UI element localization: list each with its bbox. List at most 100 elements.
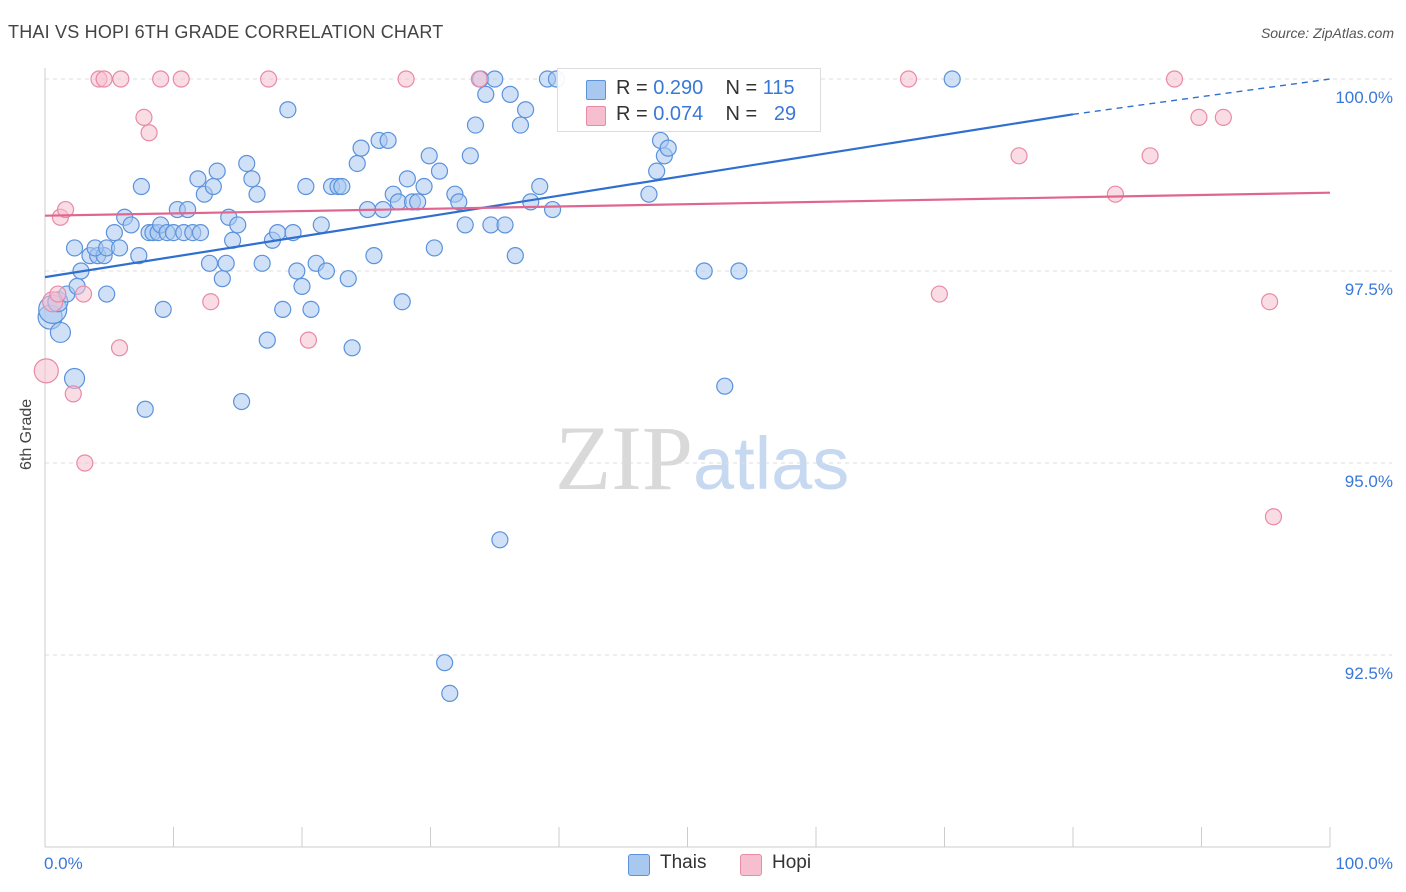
thais-point <box>343 339 361 357</box>
thais-point <box>430 162 449 180</box>
hopi-point <box>1214 108 1232 127</box>
thais-point <box>105 224 123 242</box>
thais-point <box>217 254 235 272</box>
points-layer <box>33 70 1283 703</box>
hopi-legend-label: Hopi <box>772 852 812 873</box>
thais-point <box>477 85 495 103</box>
legend-hopi-n-label: N = <box>725 103 763 125</box>
hopi-point <box>1106 185 1125 203</box>
hopi-point <box>1190 108 1208 127</box>
thais-point <box>716 377 734 395</box>
thais-point <box>436 654 454 672</box>
x-tick-label: 0.0% <box>44 854 83 873</box>
hopi-point <box>299 331 318 349</box>
thais-point <box>486 70 504 88</box>
hopi-point <box>1264 508 1283 526</box>
chart-title: THAI VS HOPI 6TH GRADE CORRELATION CHART <box>8 22 444 42</box>
thais-point <box>293 277 311 295</box>
thais-point <box>204 177 222 196</box>
hopi-swatch <box>586 106 606 126</box>
thais-point <box>425 239 443 257</box>
hopi-point <box>110 339 129 357</box>
thais-point <box>258 331 276 349</box>
hopi-point <box>930 285 948 303</box>
thais-point <box>398 170 416 188</box>
thais-point <box>659 139 677 157</box>
hopi-legend-swatch <box>740 854 762 876</box>
thais-point <box>415 177 433 196</box>
hopi-point <box>1261 293 1279 311</box>
thais-point <box>640 185 658 203</box>
thais-point <box>461 147 479 165</box>
thais-point <box>49 321 72 344</box>
thais-point <box>730 262 748 280</box>
thais-swatch <box>586 80 606 100</box>
thais-point <box>339 270 357 288</box>
thais-trend-line <box>44 113 1074 279</box>
thais-point <box>943 70 961 88</box>
hopi-point <box>112 70 130 88</box>
thais-point <box>496 216 514 234</box>
y-tick-label: 95.0% <box>1345 472 1393 491</box>
legend-thais-r-value: 0.290 <box>653 77 704 99</box>
thais-point <box>543 200 562 219</box>
hopi-trend-line <box>44 191 1331 217</box>
thais-point <box>191 224 210 242</box>
hopi-point <box>1165 70 1184 88</box>
thais-point <box>466 116 485 134</box>
legend-hopi-r-label: R = <box>616 103 654 125</box>
thais-point <box>268 224 287 242</box>
y-tick-label: 92.5% <box>1345 664 1393 683</box>
thais-point <box>365 247 383 265</box>
legend-thais-text: R = 0.290 N = 115 <box>616 77 795 100</box>
thais-point <box>154 300 172 318</box>
hopi-point <box>397 70 415 88</box>
hopi-point <box>202 293 220 311</box>
legend-hopi-text: R = 0.074 N = 29 <box>616 103 796 126</box>
thais-legend-swatch <box>628 854 650 876</box>
legend-thais-r-label: R = <box>616 77 654 99</box>
y-axis-label: 6th Grade <box>18 398 35 470</box>
hopi-point <box>33 358 59 384</box>
thais-point <box>132 177 150 196</box>
hopi-point <box>74 285 93 303</box>
thais-trend-extension <box>1072 78 1331 116</box>
thais-point <box>312 216 330 234</box>
hopi-point <box>49 285 67 303</box>
thais-point <box>65 239 84 257</box>
y-tick-label: 100.0% <box>1335 88 1393 107</box>
thais-point <box>179 200 197 219</box>
thais-point <box>450 193 468 211</box>
thais-point <box>501 85 519 103</box>
thais-point <box>456 216 474 234</box>
thais-point <box>288 262 306 280</box>
thais-point <box>136 400 154 418</box>
hopi-point <box>899 70 918 88</box>
axis-layer <box>44 68 1331 848</box>
thais-legend-label: Thais <box>660 852 707 873</box>
legend-thais-n-value: 115 <box>762 77 795 99</box>
thais-point <box>297 177 315 196</box>
hopi-point <box>1141 147 1159 165</box>
thais-point <box>248 185 266 203</box>
thais-point <box>531 177 549 196</box>
thais-point <box>233 392 251 411</box>
source-credit: Source: ZipAtlas.com <box>1260 25 1394 41</box>
thais-point <box>393 293 411 311</box>
thais-point <box>441 684 459 703</box>
thais-point <box>238 154 256 173</box>
thais-point <box>122 216 140 234</box>
thais-point <box>274 300 292 318</box>
thais-point <box>648 162 666 180</box>
thais-point <box>317 262 336 280</box>
thais-point <box>333 177 351 196</box>
thais-point <box>279 101 297 119</box>
thais-point <box>213 270 231 288</box>
thais-point <box>110 239 129 257</box>
x-tick-label: 100.0% <box>1335 854 1393 873</box>
thais-point <box>695 262 713 280</box>
legend-thais-n-label: N = <box>725 77 763 99</box>
thais-point <box>229 216 247 234</box>
legend-hopi-n-value: 29 <box>773 103 797 125</box>
